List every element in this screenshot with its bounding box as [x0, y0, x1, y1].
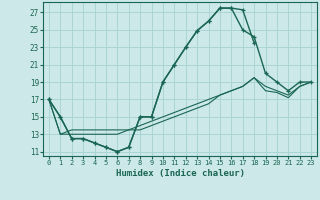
X-axis label: Humidex (Indice chaleur): Humidex (Indice chaleur) — [116, 169, 244, 178]
